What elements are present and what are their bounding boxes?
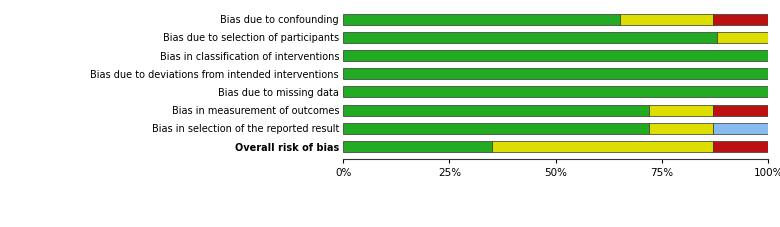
Bar [619, 14, 713, 25]
Bar [713, 105, 768, 116]
Bar [343, 68, 768, 79]
Bar [492, 141, 713, 152]
Bar [649, 105, 713, 116]
Bar [713, 141, 768, 152]
Bar [343, 86, 768, 97]
Bar [343, 123, 649, 134]
Bar [343, 14, 619, 25]
Bar [649, 123, 713, 134]
Bar [713, 123, 768, 134]
Bar [343, 141, 492, 152]
Bar [343, 50, 768, 61]
Bar [343, 105, 649, 116]
Bar [713, 14, 768, 25]
Bar [718, 32, 768, 43]
Bar [343, 32, 718, 43]
